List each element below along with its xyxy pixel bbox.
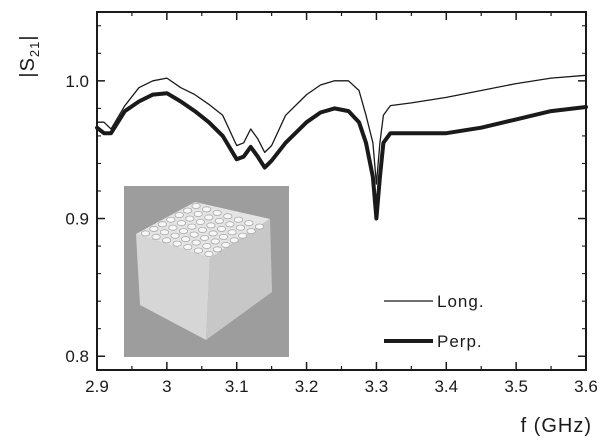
x-tick-label: 3 (162, 377, 171, 396)
inset-block-cell (216, 225, 227, 232)
x-axis-title: f (GHz) (521, 415, 592, 437)
x-tick-label: 3.3 (365, 377, 389, 396)
x-tick-label: 3.6 (574, 377, 598, 396)
inset-block-cell (166, 216, 176, 223)
y-axis: 0.8 0.9 1.0 (65, 25, 586, 366)
legend: Long. Perp. (384, 292, 485, 351)
inset-block-cell (225, 221, 235, 228)
inset-block-cell (221, 241, 231, 248)
y-tick-label: 0.8 (65, 347, 89, 366)
y-axis-title-end: | (17, 34, 39, 40)
legend-label-perp: Perp. (437, 332, 483, 351)
inset-block-cell (204, 214, 214, 221)
inset-block-cell (238, 232, 248, 239)
inset-block-cell (159, 229, 170, 236)
inset-block-cell (214, 217, 224, 224)
inset-block-cell (212, 246, 222, 253)
inset-block-cell (223, 213, 233, 220)
inset-block-cell (244, 220, 254, 227)
y-axis-title-subscript: 21 (27, 41, 42, 57)
inset-block-cell (183, 244, 193, 251)
x-tick-label: 2.9 (85, 377, 109, 396)
inset-block-cell (208, 230, 218, 237)
x-tick-label: 3.2 (295, 377, 319, 396)
inset-block-cell (210, 238, 220, 245)
inset-block-cell (189, 231, 199, 238)
inset-block-cell (191, 239, 201, 246)
inset-block-cell (168, 224, 178, 231)
inset-block-cell (170, 232, 180, 239)
inset-block-cell (235, 224, 246, 231)
inset-block-cells (140, 202, 265, 257)
legend-label-long: Long. (437, 292, 485, 311)
inset-photo (124, 186, 289, 357)
inset-block-cell (254, 223, 265, 230)
inset-block-cell (178, 228, 189, 235)
inset-block-cell (233, 216, 243, 223)
inset-block-cell (206, 222, 216, 229)
inset-block-cell (140, 230, 151, 237)
inset-block-cell (197, 226, 208, 233)
x-tick-label: 3.5 (504, 377, 528, 396)
x-tick-label: 3.4 (434, 377, 458, 396)
inset-block-right-face (206, 219, 272, 340)
inset-block-cell (212, 209, 222, 216)
inset-block-cell (191, 202, 201, 209)
inset-block-cell (219, 233, 229, 240)
y-tick-label: 0.9 (65, 210, 89, 229)
inset-block-cell (181, 236, 191, 243)
inset-block-cell (151, 233, 161, 240)
inset-block-cell (202, 206, 212, 213)
inset-block-cell (204, 250, 214, 257)
inset-block-cell (176, 220, 186, 227)
inset-block-left-face (136, 234, 210, 340)
y-axis-title: |S21| (17, 34, 42, 77)
inset-block-cell (187, 223, 197, 230)
inset-block-cell (227, 229, 237, 236)
inset-block-cell (183, 207, 193, 214)
series-line-perp (95, 91, 588, 221)
inset-block-cell (149, 225, 159, 232)
inset-block-cell (193, 210, 203, 217)
series-line-long (96, 74, 587, 185)
y-tick-label: 1.0 (65, 72, 89, 91)
inset-block-cell (157, 221, 167, 228)
inset-block-cell (202, 242, 212, 249)
inset-block-cell (200, 234, 210, 241)
inset-block-cell (174, 212, 184, 219)
x-axis: 2.9 3 3.1 3.2 3.3 3.4 3.5 3.6 (85, 12, 598, 396)
inset-block-cell (246, 228, 256, 235)
inset-block-cell (193, 247, 203, 254)
inset-block-cell (195, 218, 205, 225)
inset-block-cell (162, 237, 172, 244)
y-axis-title-main: |S (17, 57, 39, 78)
inset-block-cell (185, 215, 195, 222)
x-tick-label: 3.1 (225, 377, 249, 396)
inset-block-cell (229, 237, 239, 244)
inset-block-cell (172, 240, 182, 247)
series-layer (95, 74, 588, 221)
